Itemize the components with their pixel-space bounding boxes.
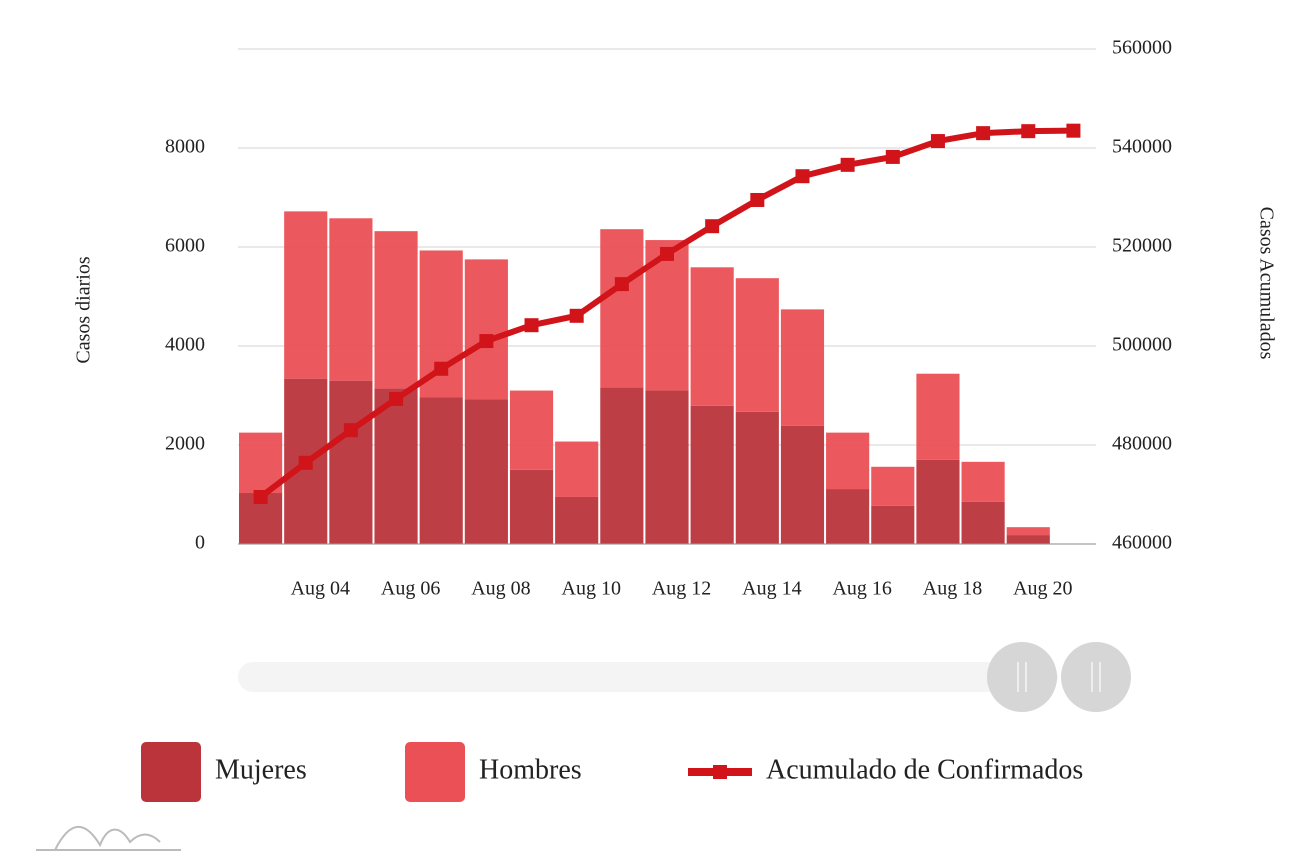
bar [464,399,508,544]
line-marker [1066,123,1081,138]
line-marker [885,149,900,164]
bar [555,496,599,544]
logo [36,825,181,851]
line-marker [569,308,584,323]
bar [826,489,870,544]
bar [690,267,734,406]
line-marker [434,361,449,376]
slider-grip [1017,662,1101,692]
bar [509,390,554,470]
y2-axis-title: Casos Acumulados [1255,207,1277,360]
x-tick-label: Aug 10 [562,578,621,600]
line-marker [343,423,358,438]
bar [826,432,870,490]
bar [735,278,779,412]
legend-swatch [405,742,465,802]
bar [600,387,644,544]
bar [374,388,418,544]
x-tick-label: Aug 14 [742,578,801,600]
y-axis-title: Casos diarios [73,256,95,363]
x-tick-label: Aug 16 [832,578,891,600]
y-tick-label: 4000 [165,334,205,356]
x-tick-label: Aug 20 [1013,578,1072,600]
bar [600,229,644,388]
line-marker [795,169,810,184]
bar [916,373,960,460]
line-marker [298,455,313,470]
slider-track[interactable] [238,662,1058,692]
y-tick-label: 2000 [165,433,205,455]
line-marker [840,157,855,172]
bar [690,405,734,544]
bar [284,211,328,379]
legend-swatch [713,765,727,779]
legend-label: Acumulado de Confirmados [766,754,1083,785]
bar [329,218,373,381]
line-marker [524,318,539,333]
y-tick-label: 6000 [165,235,205,257]
bar [555,441,599,497]
bar [509,469,554,544]
x-tick-label: Aug 04 [291,578,350,600]
line-marker [1021,124,1036,139]
y2-tick-label: 540000 [1112,136,1172,158]
bar [374,231,418,389]
legend-swatch [141,742,201,802]
bar [871,505,915,544]
bar [1006,535,1050,544]
slider-handle[interactable] [1061,642,1131,712]
y2-tick-label: 500000 [1112,334,1172,356]
legend-label: Mujeres [215,754,307,785]
x-tick-label: Aug 06 [381,578,440,600]
line-marker [976,126,991,141]
line-marker [389,391,404,406]
line-marker [750,192,765,207]
y2-tick-label: 480000 [1112,433,1172,455]
line-marker [660,246,674,261]
bar [464,259,508,400]
line-marker [705,219,720,234]
line-marker [614,277,629,292]
x-tick-label: Aug 12 [652,578,711,600]
line-marker [253,489,268,504]
bar [1006,527,1050,536]
y-tick-label: 8000 [165,136,205,158]
bar [961,501,1005,544]
y2-tick-label: 560000 [1112,37,1172,59]
bar [916,459,960,544]
bar [780,309,825,426]
line-marker [930,134,945,149]
line-marker [479,334,494,349]
y2-tick-label: 520000 [1112,235,1172,257]
y-tick-label: 0 [195,532,205,554]
bar [419,397,463,544]
x-tick-label: Aug 18 [923,578,982,600]
bar [735,411,779,544]
slider-handle[interactable] [987,642,1057,712]
bar [645,390,689,544]
legend-label: Hombres [479,754,582,785]
bar [961,461,1005,502]
bar [329,380,373,544]
x-tick-label: Aug 08 [471,578,530,600]
y2-tick-label: 460000 [1112,532,1172,554]
bar [780,425,825,544]
bar [871,466,915,506]
